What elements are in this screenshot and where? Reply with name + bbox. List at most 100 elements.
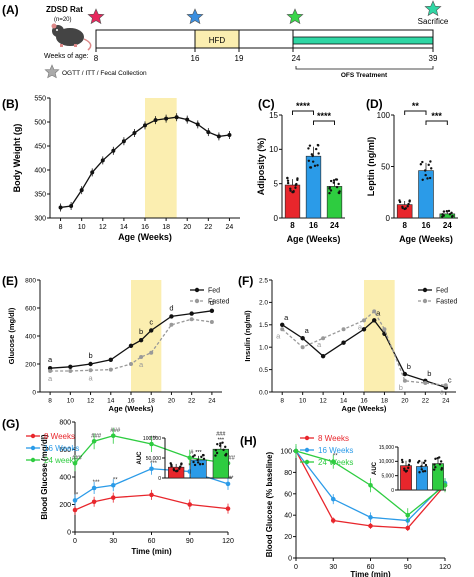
data-dot: [214, 454, 217, 457]
data-point: [293, 448, 299, 454]
y-tick-label: 15,000: [379, 445, 395, 451]
star-icon-red: [87, 8, 105, 25]
x-tick-label: 10: [67, 398, 75, 405]
data-dot: [310, 153, 314, 156]
data-point: [402, 378, 407, 383]
data-dot: [215, 451, 219, 455]
x-tick-label: 0: [73, 538, 77, 545]
chart-g: 0 200 400 600 800 0 30 60 90 120 Time (min) Blood G…: [26, 419, 236, 556]
timeline-tick-24: 24: [292, 54, 301, 63]
data-dot: [198, 463, 202, 466]
x-tick-label: 14: [107, 398, 115, 405]
data-dot: [408, 199, 411, 202]
x-tick-label: 24: [226, 224, 234, 231]
x-axis-label: Time (min): [350, 570, 391, 577]
stat-letter: b: [427, 369, 431, 378]
series-line: [74, 494, 229, 511]
data-dot: [401, 205, 404, 209]
x-tick-label: 24: [442, 398, 450, 405]
legend-swatch-marker: [194, 287, 200, 293]
stat-letter: c: [149, 317, 153, 326]
data-point: [153, 118, 158, 123]
x-tick-label: 24: [443, 221, 452, 230]
y-tick-label: 0: [391, 488, 394, 494]
significance-mark: ***: [93, 480, 101, 486]
x-tick-label: 12: [99, 224, 107, 231]
data-dot: [292, 190, 295, 194]
y-axis-label: Insulin (ng/ml): [243, 310, 252, 362]
data-dot: [219, 442, 222, 445]
significance-mark: ***: [218, 438, 225, 444]
stat-letter: a: [276, 331, 281, 340]
x-tick-label: 8: [290, 221, 295, 230]
data-dot: [421, 178, 424, 181]
data-dot: [408, 459, 411, 462]
data-point: [47, 366, 53, 371]
data-dot: [200, 455, 203, 459]
data-dot: [218, 444, 222, 447]
y-tick-label: 20: [284, 534, 292, 541]
data-point: [139, 355, 144, 359]
x-tick-label: 20: [401, 398, 409, 405]
y-tick-label: 40: [284, 513, 292, 520]
x-tick-label: 16: [309, 221, 318, 230]
subject-label: ZDSD Rat: [46, 5, 83, 14]
data-point: [88, 368, 93, 373]
x-tick-label: 14: [340, 398, 348, 405]
data-point: [405, 525, 411, 531]
significance-mark: ###: [72, 455, 83, 461]
timeline-tick-16: 16: [191, 54, 200, 63]
data-dot: [420, 465, 423, 468]
x-axis-label: Age (Weeks): [342, 404, 387, 413]
data-point: [69, 204, 74, 208]
y-tick-label: 60: [284, 491, 292, 498]
hfd-shade: [145, 98, 177, 218]
data-point: [68, 369, 73, 373]
legend-entry: 24 Weeks: [318, 458, 353, 467]
star-icon-grey: [44, 64, 60, 79]
significance-mark: ###: [110, 428, 121, 434]
legend-swatch-marker: [30, 445, 36, 451]
data-point: [225, 506, 231, 511]
stat-letter: a: [305, 326, 310, 335]
data-dot: [286, 181, 290, 185]
y-tick-label: 600: [59, 447, 71, 454]
legend-swatch-marker: [30, 433, 36, 439]
chart-h: 0 20 40 60 80 100 0 30 60 90 120 Time (min) Blood Gl…: [265, 434, 451, 577]
data-dot: [286, 179, 290, 182]
data-dot: [442, 214, 445, 217]
data-point: [300, 336, 305, 341]
x-tick-label: 120: [439, 564, 451, 571]
weeks-label: Weeks of age:: [44, 53, 89, 60]
legend-swatch-marker: [194, 298, 200, 304]
timeline-tick-19: 19: [235, 54, 244, 63]
y-tick-label: 200: [59, 502, 71, 509]
star-icon-green: [286, 8, 304, 25]
data-dot: [178, 467, 181, 470]
data-dot: [407, 463, 411, 467]
data-dot: [436, 456, 439, 460]
data-dot: [422, 461, 426, 465]
data-point: [209, 320, 214, 324]
x-axis-label: Time (min): [131, 547, 172, 556]
data-point: [110, 495, 116, 500]
data-point: [341, 327, 346, 332]
data-dot: [309, 166, 313, 169]
data-point: [149, 350, 154, 355]
data-dot: [170, 464, 173, 468]
x-tick-label: 12: [319, 398, 327, 405]
x-axis-label: Age (Weeks): [118, 232, 172, 242]
bar: [400, 465, 412, 491]
data-dot: [434, 466, 437, 469]
significance-mark: ###: [91, 433, 102, 439]
y-tick-label: 2.0: [259, 300, 268, 307]
legend-swatch-marker: [304, 459, 310, 465]
ofs-bar: [292, 36, 434, 45]
y-tick-label: 80: [284, 470, 292, 477]
ofs-label: OFS Treatment: [341, 72, 388, 79]
data-dot: [192, 460, 195, 464]
data-point: [372, 309, 377, 314]
x-tick-label: 10: [78, 224, 86, 231]
data-point: [121, 139, 126, 144]
